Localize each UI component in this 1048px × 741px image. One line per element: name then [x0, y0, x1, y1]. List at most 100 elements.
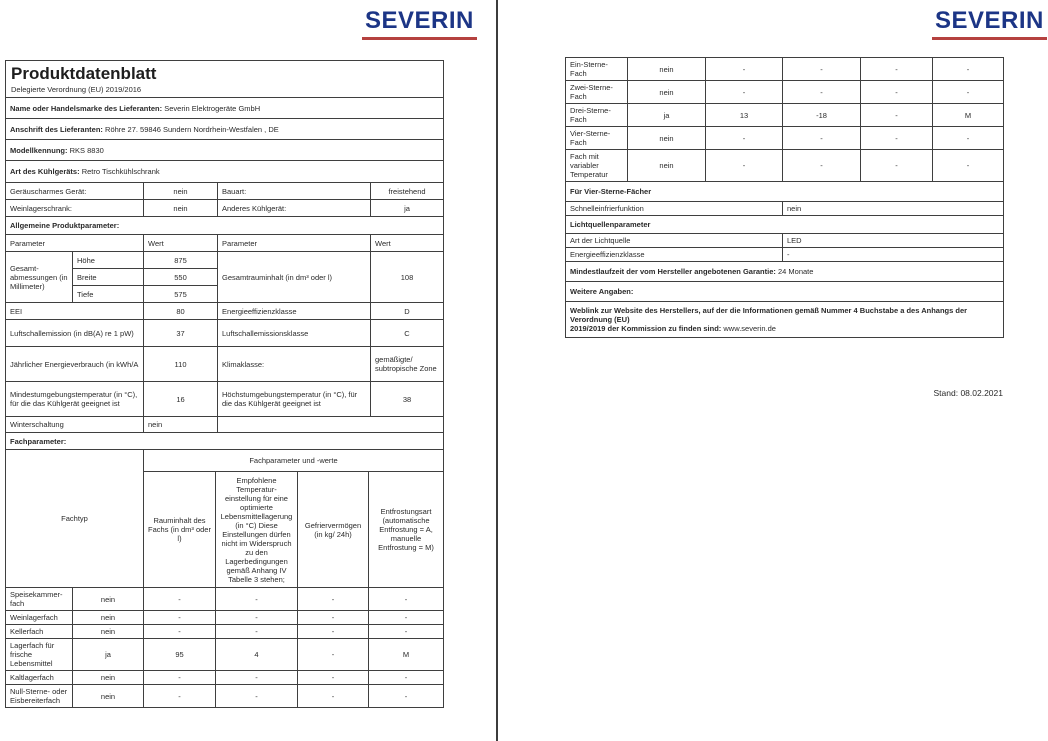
row-value-cell: - [932, 126, 1004, 150]
param-value-cell: 80 [143, 302, 219, 320]
param-label-cell: Anderes Kühlgerät: [217, 199, 371, 217]
group-header-row: Fachtyp Fachparameter und -werte [5, 449, 444, 588]
row-value-cell: - [368, 587, 444, 611]
param-label-cell: Bauart: [217, 182, 371, 200]
group-header-cell: Fachparameter und -werte [143, 449, 444, 472]
empty-cell [217, 416, 445, 433]
table-row: Mindestumgebungstemperatur (in °C), für … [4, 381, 445, 417]
param-label-cell: Luftschallemissionsklasse [217, 319, 372, 347]
row-value-cell: - [932, 149, 1004, 182]
table-row: Vier-Sterne-Fach nein - - - - [565, 126, 1004, 150]
dimension-value-cell: 575 [143, 285, 219, 303]
info-value: Retro Tischkühlschrank [81, 167, 160, 176]
row-value-cell: - [215, 684, 298, 708]
row-value-cell: - [368, 624, 444, 639]
table-row: Schnelleinfrierfunktion nein [565, 201, 1005, 216]
row-value-cell: nein [781, 201, 1005, 216]
info-value: Röhre 27. 59846 Sundern Nordrhein-Westfa… [105, 124, 279, 134]
param-value-cell: nein [143, 182, 218, 200]
row-value-cell: - [297, 638, 369, 671]
light-section-header: Lichtquellenparameter [564, 215, 1005, 234]
weblink-url: www.severin.de [723, 324, 776, 333]
table-row: Winterschaltung nein [4, 416, 445, 433]
four-star-section-body: Schnelleinfrierfunktion nein [565, 201, 1005, 216]
row-value-cell: - [860, 149, 933, 182]
row-value-cell: - [705, 126, 783, 150]
table-row: Energieeffizienzklasse - [565, 247, 1005, 262]
info-row: Modellkennung: RKS 8830 [5, 139, 444, 161]
row-value-cell: ja [627, 103, 706, 127]
weblink-text-bold: 2019/2019 der Kommission zu finden sind: [570, 324, 722, 333]
row-label-cell: Drei-Sterne-Fach [565, 103, 628, 127]
device-properties-table: Geräuscharmes Gerät: nein Bauart: freist… [5, 182, 444, 217]
row-value-cell: ja [72, 638, 144, 671]
compartment-table-body: Ein-Sterne-Fach nein - - - - Zwei-Sterne-Fach n… [565, 57, 1004, 182]
column-header-cell: Parameter [217, 234, 372, 252]
fachtyp-header-cell: Fachtyp [5, 449, 144, 588]
row-value-cell: - [215, 624, 298, 639]
additional-parameters-table: Für Vier-Sterne-Fächer Schnelleinfrierfu… [564, 181, 1005, 338]
title-row: Produktdatenblatt Delegierte Verordnung … [5, 60, 444, 98]
row-value-cell: nein [627, 57, 706, 81]
info-label: Modellkennung: [10, 145, 68, 155]
row-value-cell: - [782, 80, 861, 104]
section-title: Weitere Angaben: [564, 281, 1005, 302]
compartment-section-header-table: Fachparameter: [5, 432, 444, 450]
section-title: Für Vier-Sterne-Fächer [564, 181, 1005, 202]
table-row: Drei-Sterne-Fach ja 13 -18- M [565, 103, 1004, 127]
param-label-cell: Geräuscharmes Gerät: [5, 182, 144, 200]
four-star-section-header: Für Vier-Sterne-Fächer [564, 181, 1005, 202]
column-header-cell: Entfrostungsart (automatische Entfrostun… [368, 471, 444, 588]
param-label-cell: Gesamtrauminhalt (in dm³ oder l) [217, 251, 372, 303]
row-value-cell: nein [627, 149, 706, 182]
row-label-cell: Art der Lichtquelle [565, 233, 783, 248]
param-value-cell: ja [370, 199, 444, 217]
compartment-table-body: Speisekammer-fach nein - - - - Weinlagerfach ne… [5, 587, 444, 708]
info-label: Art des Kühlgeräts: [10, 167, 80, 176]
compartment-table-continued: Ein-Sterne-Fach nein - - - - Zwei-Sterne-Fach n… [565, 57, 1004, 182]
header-info-table: Produktdatenblatt Delegierte Verordnung … [5, 60, 444, 183]
warranty-row: Mindestlaufzeit der vom Hersteller angeb… [564, 261, 1005, 282]
section-header-row: Lichtquellenparameter [564, 215, 1005, 234]
info-label: Anschrift des Lieferanten: [10, 124, 103, 134]
row-value-cell: - [932, 57, 1004, 81]
param-value-cell: gemäßigte/ subtropische Zone [370, 346, 445, 382]
weblink-cell: Weblink zur Website des Herstellers, auf… [564, 301, 1005, 338]
section-title: Fachparameter: [5, 432, 444, 450]
dimension-label-cell: Breite [71, 268, 145, 286]
table-row: Zwei-Sterne-Fach nein - - - - [565, 80, 1004, 104]
table-row: Speisekammer-fach nein - - - - [5, 587, 444, 611]
param-label-cell: Energieeffizienzklasse [217, 302, 372, 320]
row-value-cell: - [860, 80, 933, 104]
row-label-cell: Speisekammer-fach [5, 587, 73, 611]
info-cell: Name oder Handelsmarke des Lieferanten: … [5, 97, 444, 119]
row-value-cell: - [705, 80, 783, 104]
dimension-value-cell: 550 [143, 268, 219, 286]
warranty-section: Mindestlaufzeit der vom Hersteller angeb… [564, 261, 1005, 338]
row-value-cell: - [782, 57, 861, 81]
row-value-cell: nein [627, 126, 706, 150]
column-header-row: Parameter Wert Parameter Wert [4, 234, 445, 252]
param-value-cell: 16 [143, 381, 219, 417]
table-row: Geräuscharmes Gerät: nein Bauart: freist… [5, 182, 444, 200]
row-value-cell: - [782, 126, 861, 150]
row-label-cell: Ein-Sterne-Fach [565, 57, 628, 81]
info-row: Art des Kühlgeräts: Retro Tischkühlschra… [5, 160, 444, 183]
param-value-cell: freistehend [370, 182, 444, 200]
page-subtitle: Delegierte Verordnung (EU) 2019/2016 [11, 84, 142, 94]
table-row: Kaltlagerfach nein - - - - [5, 670, 444, 685]
section-header-row: Weitere Angaben: [564, 281, 1005, 302]
row-value-cell: - [781, 247, 1005, 262]
info-value: Severin Elektrogeräte GmbH [164, 103, 261, 113]
row-value-cell: nein [72, 610, 144, 625]
compartment-section-header-body: Fachparameter: [5, 432, 444, 450]
row-label-cell: Fach mit variabler Temperatur [565, 149, 628, 182]
header-info-body: Produktdatenblatt Delegierte Verordnung … [5, 60, 444, 183]
param-label-cell: EEI [4, 302, 145, 320]
table-row: Tiefe 575 [6, 285, 444, 303]
section-header-row: Fachparameter: [5, 432, 444, 450]
param-label-cell: Gesamt-abmessungen (in Millimeter) [5, 251, 73, 303]
page-separator-line [496, 0, 498, 741]
dimension-value-cell: 875 [143, 251, 219, 269]
light-section-body: Art der Lichtquelle LED Energieeffizienzkl… [565, 233, 1005, 262]
